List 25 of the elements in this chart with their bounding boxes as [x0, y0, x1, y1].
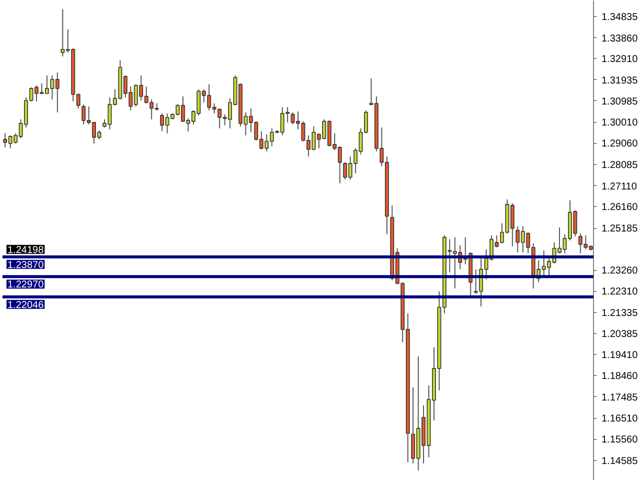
- y-tick-label: 1.22310: [602, 286, 638, 298]
- ref-line-label: 1.23870: [8, 260, 44, 271]
- y-tick-label: 1.25185: [602, 224, 638, 234]
- ref-line-label: 1.22970: [8, 280, 44, 291]
- ref-line-label: 1.22046: [8, 300, 44, 311]
- y-tick-label: 1.31935: [602, 75, 638, 86]
- y-tick-label: 1.23260: [602, 266, 638, 277]
- y-tick-label: 1.30010: [602, 118, 638, 129]
- y-tick-label: 1.15560: [602, 434, 638, 446]
- y-tick-label: 1.34835: [602, 12, 638, 23]
- y-tick-label: 1.18460: [602, 370, 638, 382]
- y-tick-label: 1.26160: [602, 202, 638, 214]
- y-tick-label: 1.32910: [602, 54, 638, 66]
- y-tick-label: 1.27110: [602, 181, 638, 192]
- y-tick-label: 1.19410: [602, 350, 638, 362]
- y-tick-label: 1.33860: [602, 33, 638, 44]
- annotation: 1.24198: [8, 244, 44, 256]
- y-tick-label: 1.30985: [602, 96, 638, 108]
- y-tick-label: 1.16510: [602, 414, 638, 425]
- y-tick-label: 1.28085: [602, 160, 638, 171]
- y-tick-label: 1.29060: [602, 138, 638, 150]
- y-tick-label: 1.14585: [602, 456, 638, 467]
- y-tick-label: 1.20385: [602, 328, 638, 340]
- y-tick-label: 1.21335: [602, 308, 638, 319]
- y-tick-label: 1.17485: [602, 392, 638, 404]
